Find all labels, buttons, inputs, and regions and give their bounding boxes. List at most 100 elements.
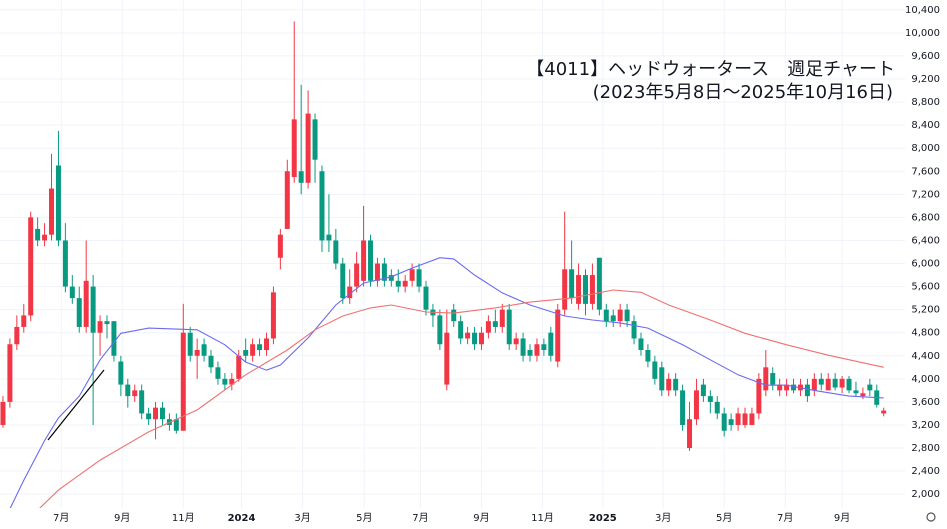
candle-body xyxy=(520,338,526,356)
candle-body xyxy=(596,257,602,310)
candle-body xyxy=(735,413,741,425)
y-tick-label: 2,400 xyxy=(911,466,940,477)
candle-body xyxy=(749,413,755,425)
y-tick-label: 6,000 xyxy=(911,259,940,270)
candle-body xyxy=(513,338,519,345)
candle-body xyxy=(215,367,221,379)
candle-body xyxy=(340,263,346,299)
candle-body xyxy=(361,240,367,281)
candle-body xyxy=(194,350,200,356)
candle-body xyxy=(576,275,582,304)
moving-average-line xyxy=(9,257,884,508)
candle-body xyxy=(451,309,457,322)
candle-body xyxy=(381,263,387,281)
candle-body xyxy=(291,119,297,178)
candle-body xyxy=(35,228,41,241)
candle-body xyxy=(402,280,408,287)
y-tick-label: 4,000 xyxy=(911,374,940,385)
candle-body xyxy=(76,298,82,327)
candle-body xyxy=(229,378,235,385)
candle-body xyxy=(631,321,637,339)
candle-body xyxy=(693,390,699,420)
y-tick-label: 10,400 xyxy=(905,5,940,16)
candle-body xyxy=(187,332,193,356)
candle-body xyxy=(555,309,561,362)
x-tick-label: 2025 xyxy=(589,513,617,524)
x-tick-label: 5月 xyxy=(356,512,372,524)
candle-body xyxy=(666,378,672,391)
x-tick-label: 5月 xyxy=(716,512,732,524)
y-tick-label: 8,400 xyxy=(911,120,940,131)
candle-body xyxy=(305,113,311,183)
candle-body xyxy=(687,419,693,449)
candle-body xyxy=(610,315,616,322)
candle-body xyxy=(55,165,61,241)
candle-body xyxy=(49,188,55,235)
candle-body xyxy=(721,413,727,431)
candle-body xyxy=(388,275,394,281)
candle-body xyxy=(458,321,464,339)
candle-body xyxy=(395,280,401,287)
candle-body xyxy=(485,321,491,333)
candle-body xyxy=(319,171,325,241)
candle-body xyxy=(7,344,13,402)
y-tick-label: 2,000 xyxy=(911,489,940,500)
candle-body xyxy=(263,338,269,351)
candle-body xyxy=(132,390,138,397)
candle-body xyxy=(853,390,859,394)
y-tick-label: 3,600 xyxy=(911,397,940,408)
y-tick-label: 4,400 xyxy=(911,351,940,362)
candle-body xyxy=(825,378,831,391)
y-tick-label: 10,000 xyxy=(905,28,940,39)
y-tick-label: 7,600 xyxy=(911,166,940,177)
candle-body xyxy=(159,407,165,420)
candle-body xyxy=(277,234,283,258)
candle-body xyxy=(423,286,429,310)
candle-body xyxy=(603,309,609,322)
x-tick-label: 9月 xyxy=(473,512,489,524)
candle-body xyxy=(742,413,748,425)
y-tick-label: 8,000 xyxy=(911,143,940,154)
candle-body xyxy=(236,355,242,379)
x-tick-label: 3月 xyxy=(655,512,671,524)
candle-body xyxy=(146,413,152,420)
candle-body xyxy=(680,390,686,425)
candle-body xyxy=(527,350,533,356)
x-tick-label: 9月 xyxy=(114,512,130,524)
candle-body xyxy=(756,378,762,414)
candle-body xyxy=(257,344,263,351)
settings-icon[interactable] xyxy=(926,512,936,522)
candle-body xyxy=(416,269,422,287)
x-tick-label: 3月 xyxy=(294,512,310,524)
candle-body xyxy=(62,240,68,287)
candle-body xyxy=(832,378,838,388)
x-tick-label: 7月 xyxy=(53,512,69,524)
candle-body xyxy=(208,355,214,368)
candle-body xyxy=(499,309,505,327)
x-tick-label: 9月 xyxy=(834,512,850,524)
candle-body xyxy=(104,321,110,325)
candle-body xyxy=(90,286,96,333)
candle-body xyxy=(326,234,332,241)
candle-body xyxy=(860,393,866,397)
candle-body xyxy=(714,401,720,414)
candle-body xyxy=(437,315,443,345)
candle-body xyxy=(763,367,769,391)
candle-body xyxy=(770,373,776,385)
candle-body xyxy=(569,269,575,299)
y-tick-label: 5,200 xyxy=(911,305,940,316)
candle-body xyxy=(374,263,380,281)
candle-body xyxy=(638,338,644,351)
y-tick-label: 9,600 xyxy=(911,51,940,62)
candle-body xyxy=(673,378,679,391)
y-tick-label: 7,200 xyxy=(911,189,940,200)
candle-body xyxy=(881,410,887,414)
candle-body xyxy=(867,384,873,391)
candle-body xyxy=(312,119,318,160)
candle-body xyxy=(548,332,554,356)
candle-body xyxy=(333,240,339,264)
chart-subtitle: (2023年5月8日～2025年10月16日) xyxy=(593,82,893,103)
candle-body xyxy=(173,419,179,431)
candle-body xyxy=(478,332,484,345)
